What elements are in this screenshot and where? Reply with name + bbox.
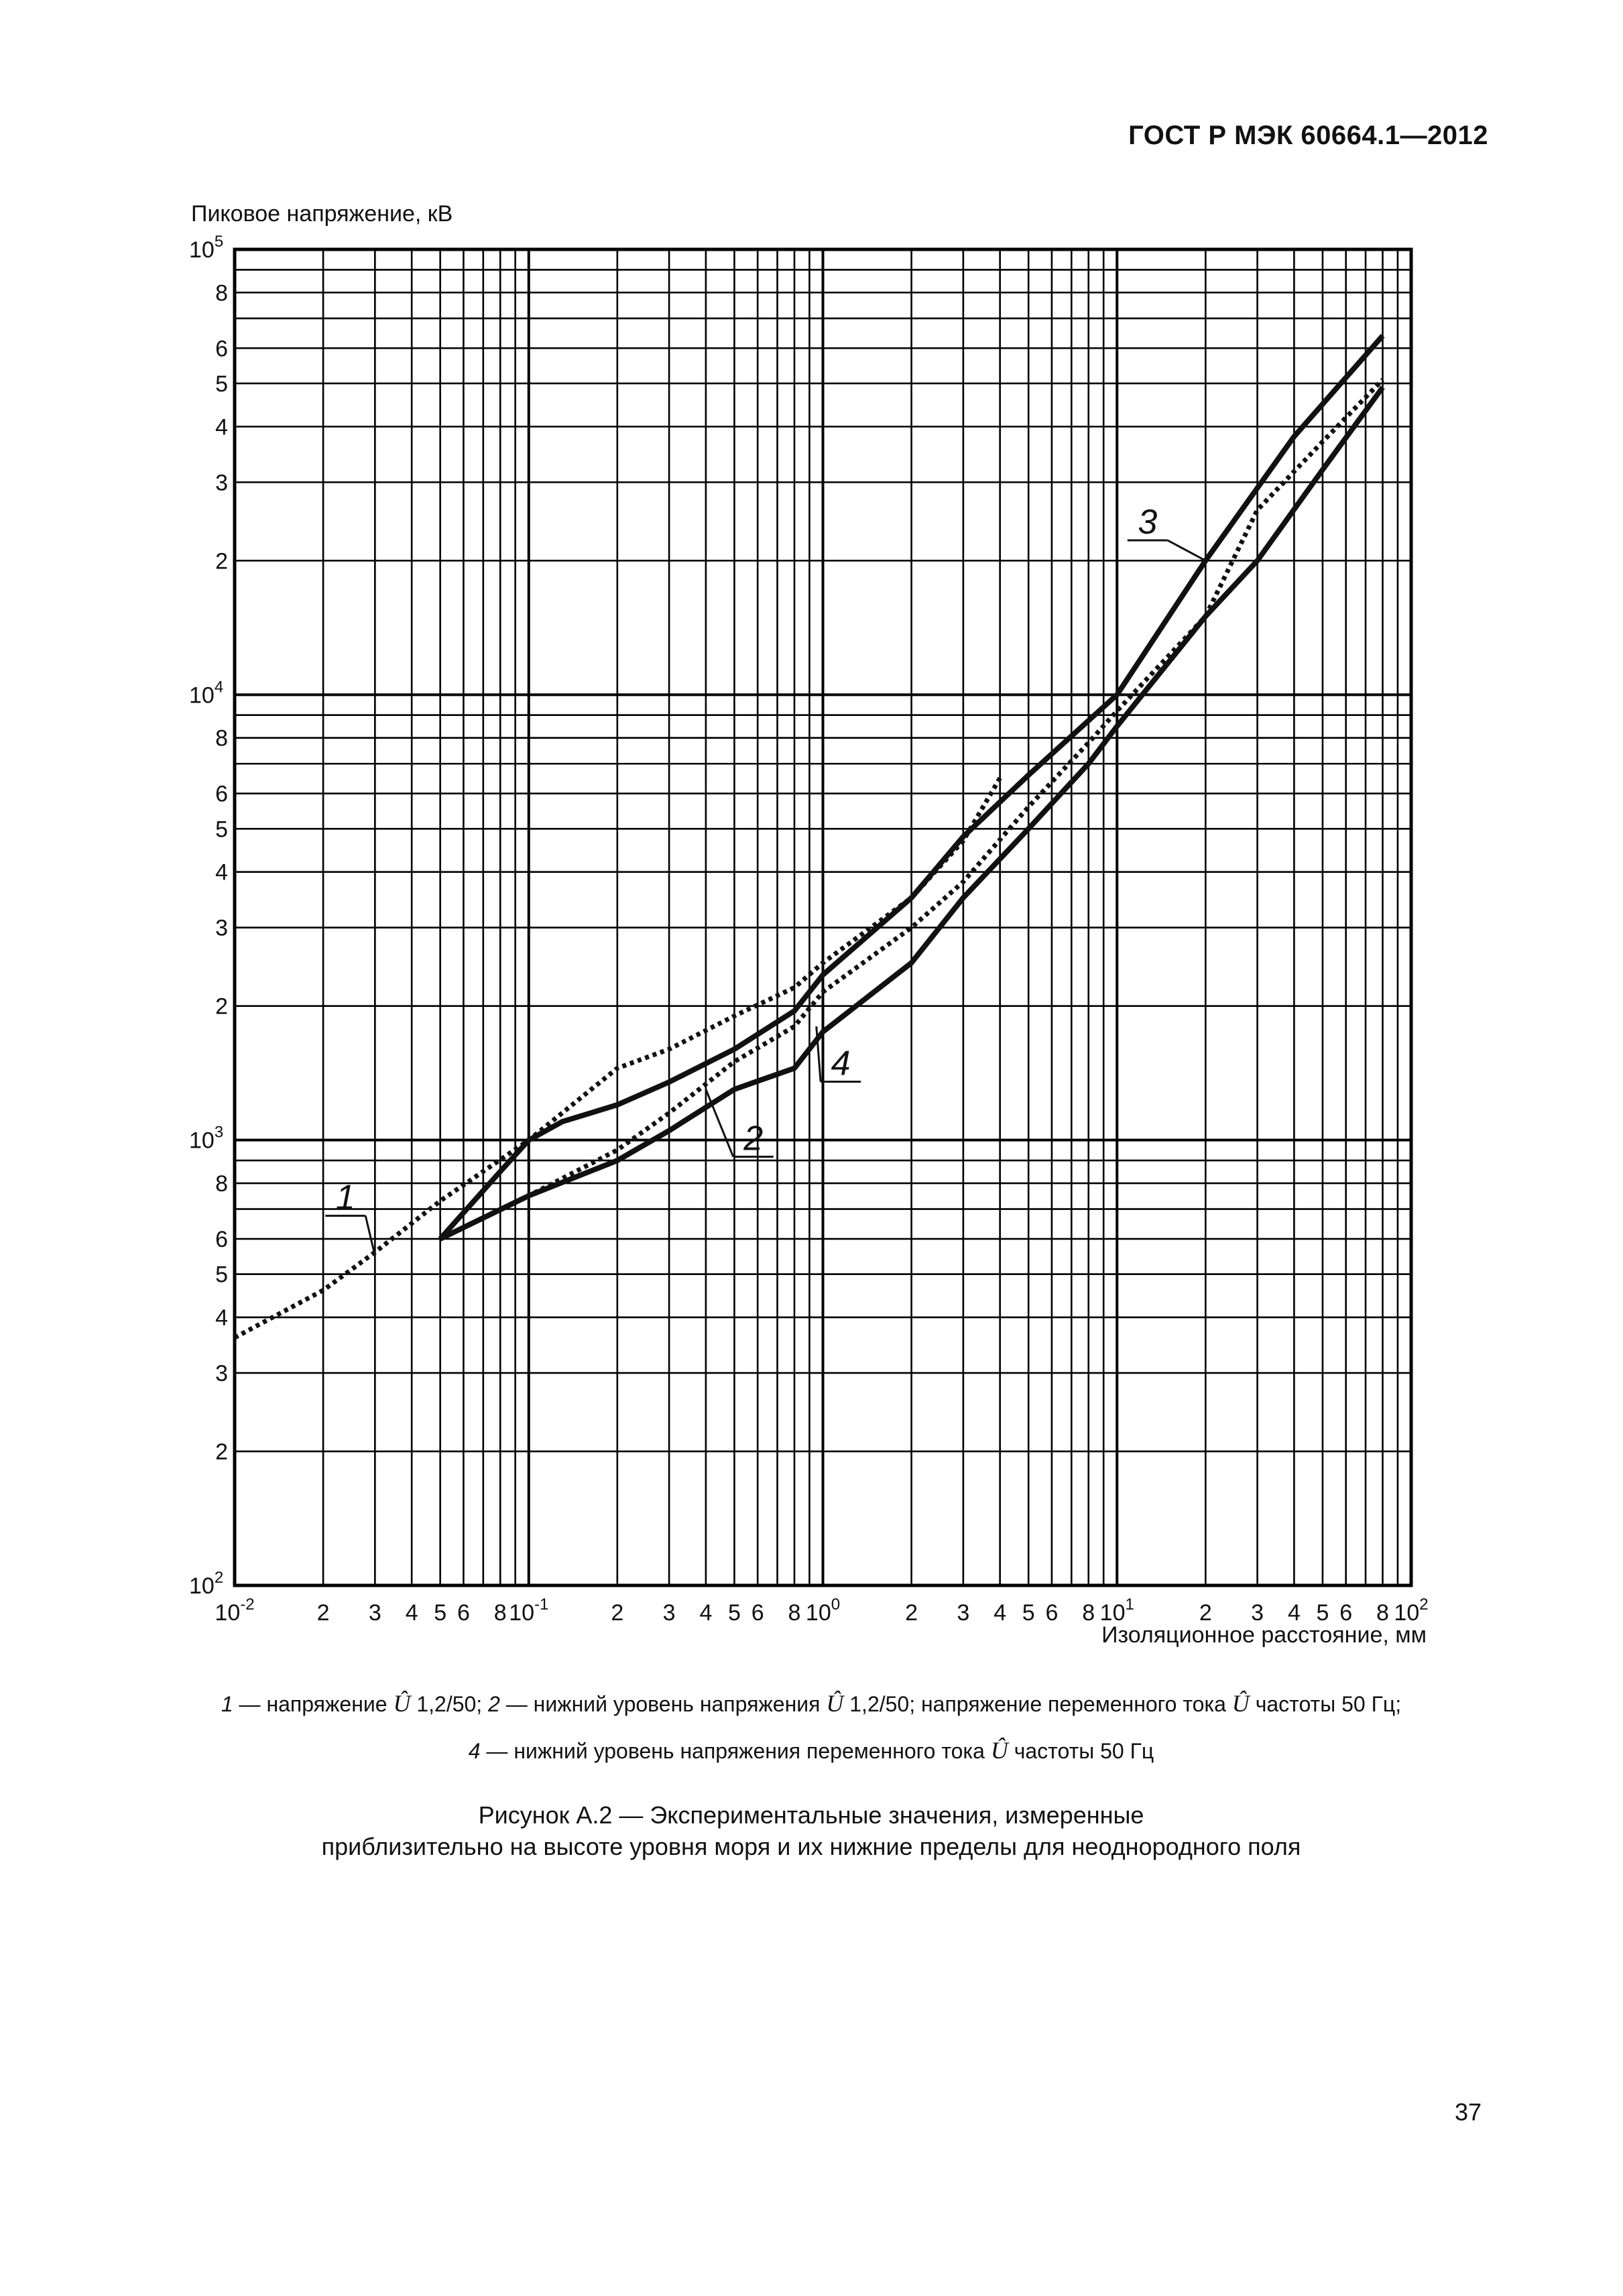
y-tick-label: 102 bbox=[189, 1569, 223, 1599]
x-tick-label: 5 bbox=[1022, 1600, 1035, 1626]
x-tick-label: 4 bbox=[1288, 1600, 1301, 1626]
x-tick-label: 4 bbox=[699, 1600, 712, 1626]
x-tick-label: 3 bbox=[663, 1600, 676, 1626]
x-tick-label: 8 bbox=[494, 1600, 507, 1626]
x-tick-label: 6 bbox=[1045, 1600, 1058, 1626]
y-tick-labels: 102 2 3 4 5 6 8 103 2 3 4 5 6 8 104 2 3 4 5 6 8 105 bbox=[189, 233, 228, 1599]
u-hat-symbol: Û bbox=[393, 1690, 411, 1717]
legend-number: 1 bbox=[221, 1692, 233, 1716]
x-tick-label: 2 bbox=[1199, 1600, 1212, 1626]
y-tick-label: 6 bbox=[215, 1227, 228, 1252]
x-tick-label: 10-2 bbox=[215, 1595, 254, 1626]
curve-label-1: 1 bbox=[336, 1179, 355, 1217]
grid-lines bbox=[233, 247, 1413, 1587]
legend-line-2: 4 — нижний уровень напряжения переменног… bbox=[121, 1736, 1502, 1765]
x-tick-label: 3 bbox=[957, 1600, 969, 1626]
series-4-line bbox=[438, 385, 1385, 1242]
document-id: ГОСТ Р МЭК 60664.1—2012 bbox=[1128, 121, 1488, 150]
legend-number: 4 bbox=[468, 1739, 481, 1763]
plot-frame bbox=[233, 247, 1413, 1587]
u-hat-symbol: Û bbox=[1231, 1690, 1250, 1717]
page-number: 37 bbox=[1454, 2098, 1482, 2126]
x-tick-label: 8 bbox=[788, 1600, 801, 1626]
series-2-line bbox=[439, 377, 1385, 1242]
x-tick-label: 4 bbox=[406, 1600, 418, 1626]
x-tick-label: 8 bbox=[1082, 1600, 1095, 1626]
x-tick-label: 5 bbox=[434, 1600, 446, 1626]
legend-text: 1,2/50; напряжение переменного тока bbox=[843, 1692, 1232, 1716]
curve-label-2: 2 bbox=[743, 1119, 763, 1158]
label-leader bbox=[705, 1089, 735, 1158]
x-tick-label: 6 bbox=[457, 1600, 470, 1626]
y-tick-label: 2 bbox=[215, 994, 228, 1020]
legend-line-1: 1 — напряжение Û 1,2/50; 2 — нижний уров… bbox=[121, 1689, 1502, 1718]
y-tick-label: 5 bbox=[215, 1262, 228, 1288]
y-tick-label: 103 bbox=[189, 1124, 223, 1154]
x-tick-label: 4 bbox=[994, 1600, 1006, 1626]
label-leader bbox=[1167, 539, 1207, 562]
y-tick-label: 5 bbox=[215, 371, 228, 397]
y-axis-label: Пиковое напряжение, кВ bbox=[191, 201, 453, 227]
y-tick-label: 6 bbox=[215, 782, 228, 807]
x-tick-label: 2 bbox=[611, 1600, 623, 1626]
y-tick-label: 3 bbox=[215, 470, 228, 495]
y-tick-label: 2 bbox=[215, 1439, 228, 1465]
legend-text: частоты 50 Гц bbox=[1008, 1739, 1154, 1763]
x-tick-label: 10-1 bbox=[509, 1595, 548, 1626]
y-tick-label: 5 bbox=[215, 817, 228, 842]
y-tick-label: 2 bbox=[215, 548, 228, 574]
y-tick-label: 8 bbox=[215, 1171, 228, 1197]
series-3-line bbox=[438, 334, 1385, 1241]
x-tick-label: 2 bbox=[317, 1600, 330, 1626]
u-hat-symbol: Û bbox=[826, 1690, 844, 1717]
curve-label-3: 3 bbox=[1138, 503, 1157, 542]
figure-caption-line-2: приблизительно на высоте уровня моря и и… bbox=[321, 1833, 1301, 1860]
x-tick-label: 2 bbox=[905, 1600, 918, 1626]
x-tick-label: 5 bbox=[1316, 1600, 1329, 1626]
x-tick-label: 102 bbox=[1394, 1595, 1428, 1626]
curve-label-4: 4 bbox=[831, 1044, 851, 1083]
legend-text: частоты 50 Гц; bbox=[1249, 1692, 1402, 1716]
y-tick-label: 6 bbox=[215, 336, 228, 361]
y-tick-label: 4 bbox=[215, 414, 228, 440]
u-hat-symbol: Û bbox=[990, 1737, 1008, 1764]
y-tick-label: 8 bbox=[215, 726, 228, 751]
y-tick-label: 105 bbox=[189, 233, 223, 263]
figure-caption-line-1: Рисунок А.2 — Экспериментальные значения… bbox=[478, 1801, 1144, 1829]
y-tick-label: 3 bbox=[215, 1361, 228, 1386]
y-tick-label: 8 bbox=[215, 280, 228, 306]
x-tick-label: 8 bbox=[1376, 1600, 1389, 1626]
curve-labels: 1 2 3 4 bbox=[325, 503, 1207, 1256]
x-tick-label: 3 bbox=[369, 1600, 381, 1626]
x-tick-label: 6 bbox=[752, 1600, 764, 1626]
legend-text: — нижний уровень напряжения переменного … bbox=[480, 1739, 991, 1763]
x-tick-label: 6 bbox=[1339, 1600, 1352, 1626]
x-tick-label: 5 bbox=[728, 1600, 741, 1626]
legend-text: 1,2/50; bbox=[410, 1692, 489, 1716]
legend-text: — напряжение bbox=[233, 1692, 394, 1716]
y-tick-label: 4 bbox=[215, 860, 228, 886]
y-tick-label: 4 bbox=[215, 1305, 228, 1331]
x-axis-label: Изоляционное расстояние, мм bbox=[1101, 1622, 1427, 1648]
y-tick-label: 3 bbox=[215, 916, 228, 941]
label-leader bbox=[815, 1026, 822, 1082]
x-tick-label: 3 bbox=[1251, 1600, 1264, 1626]
label-leader bbox=[364, 1215, 376, 1256]
legend-number: 2 bbox=[488, 1692, 500, 1716]
x-tick-label: 101 bbox=[1100, 1595, 1134, 1626]
x-tick-labels: 10-2 2 3 4 5 6 8 10-1 2 3 4 5 6 8 100 2 3 4 5 6 8 101 2 3 4 5 6 8 10… bbox=[215, 1595, 1428, 1626]
y-tick-label: 104 bbox=[189, 678, 223, 708]
x-tick-label: 100 bbox=[806, 1595, 840, 1626]
legend-text: — нижний уровень напряжения bbox=[499, 1692, 827, 1716]
